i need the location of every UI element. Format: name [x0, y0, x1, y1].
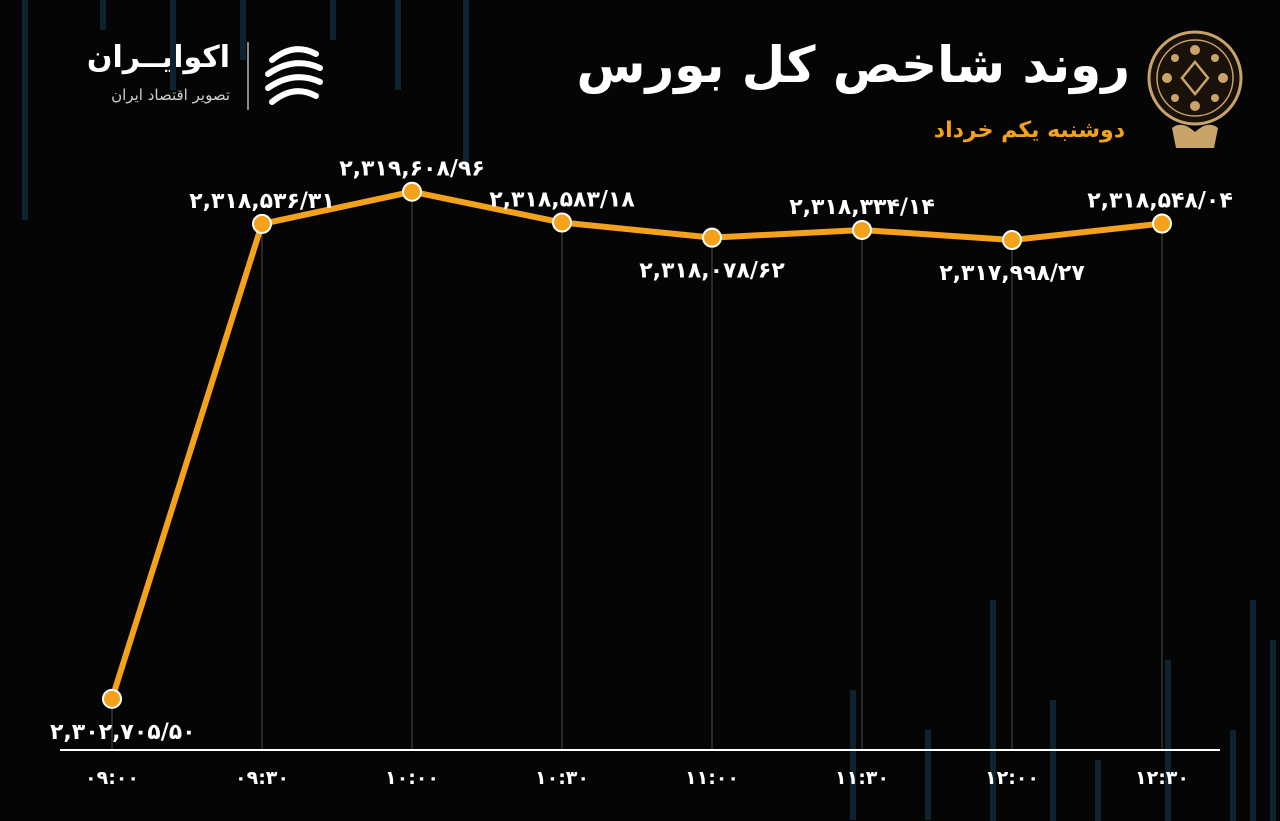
background-bar	[850, 690, 856, 820]
data-point	[252, 213, 272, 234]
x-tick-labels: ۰۹:۰۰ ۰۹:۳۰ ۱۰:۰۰ ۱۰:۳۰ ۱۱:۰۰ ۱۱:۳۰ ۱۲:۰۰ ۱۲:۳۰	[85, 767, 1189, 789]
background-bars	[22, 0, 1276, 821]
ecoiran-logo-icon	[265, 46, 323, 105]
background-bar	[1050, 700, 1056, 821]
background-bar	[170, 0, 176, 90]
x-tick-label: ۱۲:۰۰	[985, 767, 1039, 789]
chart-title: روند شاخص کل بورس	[576, 36, 1130, 94]
data-label: ۲,۳۱۸,۰۷۸/۶۲	[639, 259, 785, 284]
background-bar	[1250, 600, 1256, 821]
background-bar	[1095, 760, 1101, 821]
brand-tagline: تصویر اقتصاد ایران	[111, 86, 230, 104]
background-bar	[1230, 730, 1236, 821]
background-bar	[1270, 640, 1276, 821]
series-line	[109, 188, 1165, 702]
x-tick-label: ۰۹:۳۰	[235, 767, 289, 789]
data-labels: ۲,۳۰۲,۷۰۵/۵۰۲,۳۱۸,۵۳۶/۳۱۲,۳۱۹,۶۰۸/۹۶۲,۳۱…	[50, 157, 1233, 745]
data-label: ۲,۳۱۸,۵۳۶/۳۱	[189, 189, 335, 214]
data-point	[102, 688, 122, 709]
x-tick-label: ۱۰:۰۰	[385, 767, 439, 789]
x-tick-label: ۱۲:۳۰	[1135, 767, 1189, 789]
background-bar	[240, 0, 246, 60]
grid-lines	[111, 191, 1163, 750]
background-bar	[395, 0, 401, 90]
data-point	[552, 212, 572, 233]
background-bar	[463, 0, 469, 170]
data-label: ۲,۳۱۸,۵۸۳/۱۸	[489, 188, 635, 213]
data-label: ۲,۳۱۹,۶۰۸/۹۶	[339, 157, 485, 182]
brand-name: اکوایــران	[86, 40, 230, 75]
x-tick-label: ۱۱:۳۰	[835, 767, 889, 789]
brand: اکوایــران تصویر اقتصاد ایران	[30, 28, 330, 118]
x-tick-label: ۰۹:۰۰	[85, 767, 139, 789]
data-point	[402, 181, 422, 202]
background-bar	[990, 600, 996, 821]
data-points	[102, 181, 1172, 709]
data-point	[1002, 230, 1022, 251]
data-label: ۲,۳۰۲,۷۰۵/۵۰	[50, 720, 196, 745]
background-bar	[22, 0, 28, 220]
background-bar	[100, 0, 106, 30]
x-tick-label: ۱۰:۳۰	[535, 767, 589, 789]
data-point	[852, 219, 872, 240]
tehran-stock-exchange-emblem-icon	[1147, 30, 1243, 148]
data-point	[1152, 213, 1172, 234]
brand-divider	[247, 42, 249, 110]
x-tick-label: ۱۱:۰۰	[685, 767, 739, 789]
background-bar	[1165, 660, 1171, 821]
background-bar	[925, 730, 931, 820]
data-point	[702, 227, 722, 248]
data-label: ۲,۳۱۸,۵۴۸/۰۴	[1087, 189, 1233, 214]
background-bar	[330, 0, 336, 40]
data-label: ۲,۳۱۷,۹۹۸/۲۷	[939, 261, 1085, 286]
data-label: ۲,۳۱۸,۳۳۴/۱۴	[789, 195, 935, 220]
chart-subtitle: دوشنبه یکم خرداد	[933, 118, 1125, 143]
